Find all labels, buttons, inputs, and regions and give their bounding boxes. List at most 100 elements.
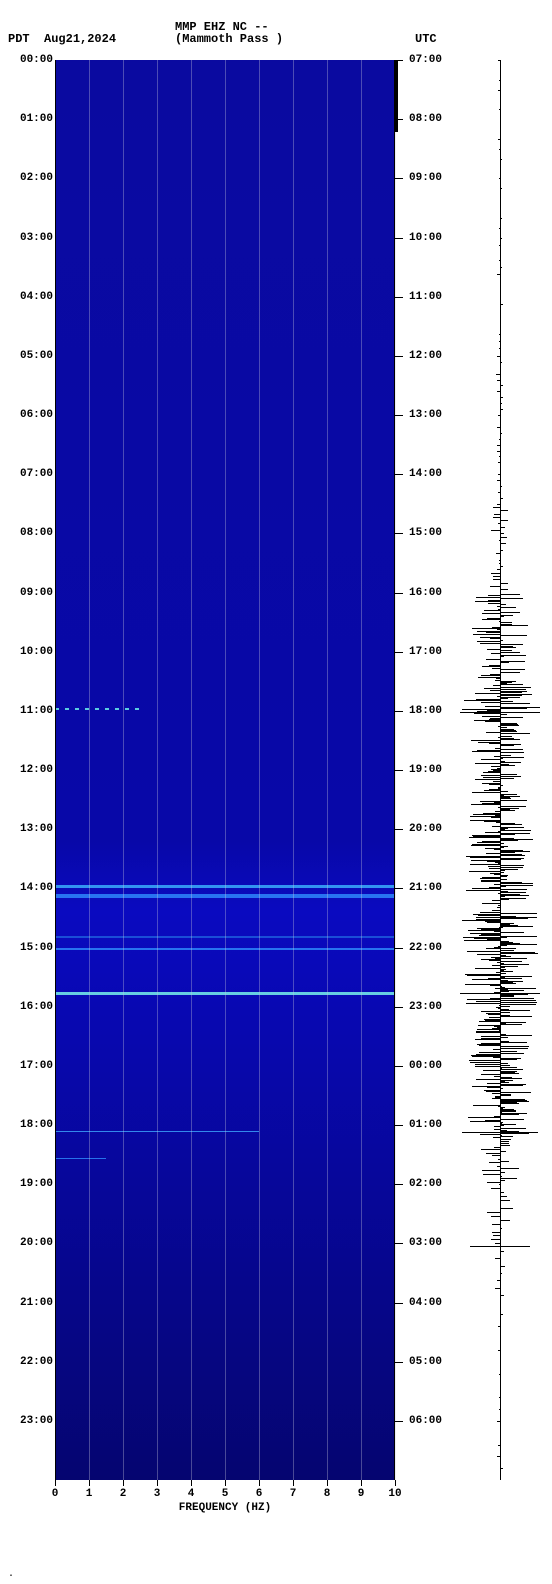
seismo-trace: [497, 391, 500, 392]
seismo-trace: [493, 507, 500, 508]
seismo-trace: [472, 792, 500, 793]
seismo-trace: [500, 397, 503, 398]
seismo-trace: [500, 1114, 519, 1115]
seismo-trace: [500, 1200, 510, 1201]
seismo-trace: [500, 486, 502, 487]
seismo-trace: [500, 701, 513, 702]
y-right-label: 17:00: [409, 646, 442, 658]
seismo-trace: [500, 1010, 530, 1011]
seismo-trace: [500, 731, 517, 732]
y-right-label: 14:00: [409, 468, 442, 480]
y-left-label: 08:00: [20, 527, 53, 539]
seismo-trace: [493, 1137, 500, 1138]
y-left-label: 07:00: [20, 468, 53, 480]
seismo-trace: [500, 662, 509, 663]
seismo-trace: [500, 297, 501, 298]
seismo-trace: [499, 149, 500, 150]
seismo-trace: [500, 824, 522, 825]
x-tick-label: 10: [388, 1488, 401, 1500]
seismo-trace: [492, 1232, 500, 1233]
seismo-trace: [472, 979, 500, 980]
seismo-trace: [498, 139, 500, 140]
seismo-trace: [499, 439, 500, 440]
seismo-trace: [500, 1069, 523, 1070]
seismo-trace: [486, 1091, 500, 1092]
seismo-trace: [500, 945, 507, 946]
x-tick-label: 4: [188, 1488, 195, 1500]
seismo-trace: [500, 867, 523, 868]
seismo-trace: [500, 1145, 510, 1146]
seismo-trace: [500, 757, 524, 758]
x-tick-label: 0: [52, 1488, 59, 1500]
seismo-trace: [496, 374, 500, 375]
seismo-trace: [500, 782, 501, 783]
seismo-trace: [475, 1066, 500, 1067]
seismo-trace: [488, 603, 500, 604]
seismo-trace: [493, 781, 500, 782]
seismo-trace: [500, 745, 514, 746]
seismo-trace: [500, 843, 504, 844]
seismo-trace: [464, 940, 500, 941]
gridline: [293, 60, 294, 1480]
seismo-trace: [476, 597, 500, 598]
seismo-trace: [500, 304, 503, 305]
seismo-trace: [491, 1216, 500, 1217]
footer-mark: .: [8, 1569, 14, 1580]
x-axis-title: FREQUENCY (HZ): [179, 1502, 271, 1514]
seismo-trace: [475, 1039, 500, 1040]
seismo-trace: [500, 1314, 503, 1315]
seismo-trace: [487, 1212, 500, 1213]
seismo-trace: [498, 415, 500, 416]
seismo-trace: [500, 830, 531, 831]
seismo-trace: [500, 758, 503, 759]
seismo-trace: [500, 918, 528, 919]
seismo-trace: [500, 543, 506, 544]
seismo-trace: [491, 1188, 500, 1189]
seismo-trace: [473, 1105, 500, 1106]
gridline: [191, 60, 192, 1480]
seismo-trace: [497, 356, 500, 357]
seismo-trace: [492, 826, 500, 827]
seismo-trace: [499, 456, 500, 457]
seismo-trace: [500, 879, 507, 880]
seismo-trace: [500, 1139, 511, 1140]
x-tick: [327, 1480, 328, 1486]
seismo-trace: [500, 785, 503, 786]
x-tick-label: 9: [358, 1488, 365, 1500]
seismo-trace: [500, 973, 506, 974]
y-left-label: 13:00: [20, 823, 53, 835]
seismo-trace: [500, 692, 522, 693]
seismo-trace: [500, 1295, 504, 1296]
seismo-trace: [500, 778, 514, 779]
seismo-trace: [500, 996, 514, 997]
seismo-trace: [498, 1159, 500, 1160]
y-right-label: 15:00: [409, 527, 442, 539]
seismo-trace: [492, 1224, 500, 1225]
seismo-trace: [500, 1065, 510, 1066]
seismo-trace: [495, 1258, 500, 1259]
seismo-trace: [485, 706, 500, 707]
seismo-trace: [486, 659, 500, 660]
seismo-trace: [477, 954, 500, 955]
seismo-trace: [492, 1098, 500, 1099]
seismo-trace: [475, 763, 500, 764]
y-right-label: 06:00: [409, 1415, 442, 1427]
seismo-trace: [494, 514, 500, 515]
tz-right-label: UTC: [415, 32, 437, 46]
seismo-trace: [500, 1016, 532, 1017]
seismo-spike: [470, 1246, 530, 1247]
seismo-trace: [498, 90, 500, 91]
seismo-trace: [480, 1134, 500, 1135]
x-tick: [123, 1480, 124, 1486]
seismo-trace: [467, 951, 500, 952]
seismo-trace: [500, 870, 505, 871]
seismo-trace: [500, 1196, 507, 1197]
seismo-trace: [464, 700, 500, 701]
x-tick: [89, 1480, 90, 1486]
seismo-trace: [481, 881, 500, 882]
seismo-trace: [500, 840, 518, 841]
seismo-trace: [493, 517, 500, 518]
y-axis-left: 00:0001:0002:0003:0004:0005:0006:0007:00…: [0, 60, 55, 1480]
seismo-trace: [490, 690, 500, 691]
seismo-trace: [500, 733, 530, 734]
